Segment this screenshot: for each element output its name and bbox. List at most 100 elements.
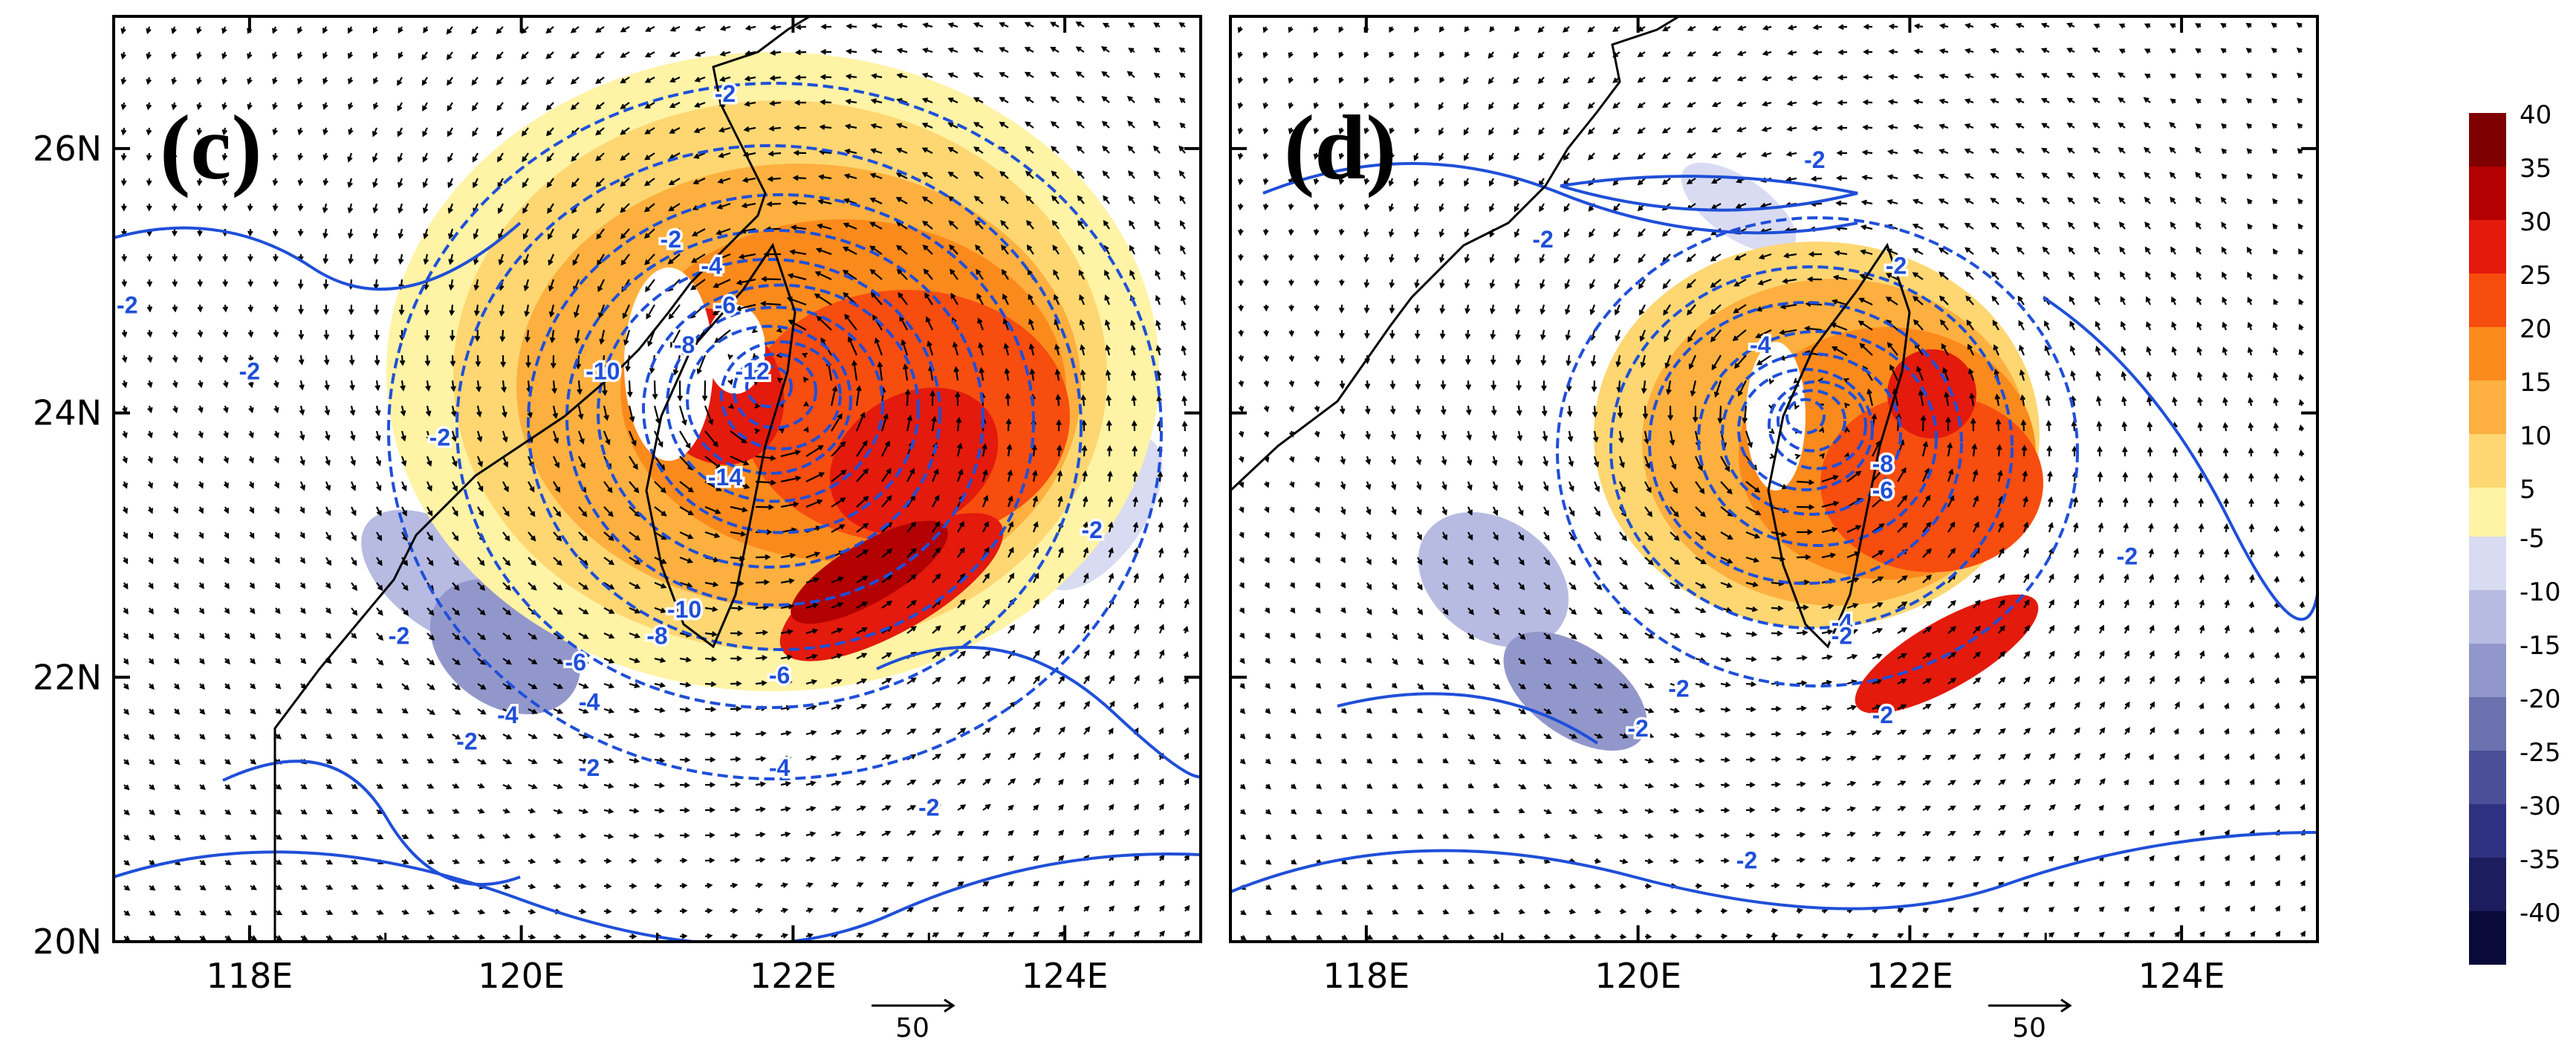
wind-vector [895,197,908,204]
wind-vector [679,832,690,838]
wind-vector [1670,808,1680,814]
wind-vector [2169,122,2176,129]
wind-vector [1846,882,1856,888]
wind-vector [2022,470,2028,482]
wind-vector [704,907,713,914]
wind-vector [921,97,933,104]
wind-vector [1004,367,1010,381]
wind-vector [1568,883,1577,890]
wind-vector [906,856,915,862]
wind-vector [372,152,378,163]
wind-vector [603,858,612,864]
wind-vector [2074,599,2080,609]
wind-vector [2144,172,2151,179]
wind-vector [1667,405,1674,421]
wind-vector [1159,879,1165,887]
wind-vector [2148,573,2155,583]
wind-vector [1313,228,1320,236]
wind-vector [730,907,739,914]
wind-vector [1787,75,1797,81]
wind-vector [1619,808,1629,815]
wind-vector [1389,329,1395,340]
wind-vector [1964,198,1974,204]
wind-vector [999,195,1009,204]
wind-vector [2249,778,2255,786]
wind-vector [502,607,512,615]
wind-vector [1133,803,1139,811]
wind-vector [397,152,403,163]
wind-vector [2148,522,2154,533]
wind-vector [1897,780,1907,786]
wind-vector [323,329,330,340]
wind-vector [426,683,435,690]
wind-vector [2273,372,2279,381]
wind-vector [932,625,941,634]
wind-vector [947,22,958,28]
wind-vector [2120,296,2126,305]
wind-vector [1540,304,1545,315]
wind-vector [1686,279,1696,289]
wind-vector [2074,650,2080,659]
wind-vector [805,653,818,660]
wind-vector [196,51,202,60]
wind-vector [629,933,637,939]
wind-vector [1670,783,1680,789]
contour-line [455,144,1083,709]
wind-vector [2274,626,2280,634]
wind-vector [351,506,357,517]
wind-vector [1939,149,1949,155]
wind-vector [1821,679,1833,686]
wind-vector [1363,178,1370,186]
wind-vector [477,783,485,789]
wind-vector [1181,395,1187,407]
colorbar-swatch [2469,434,2506,488]
wind-vector [1737,380,1747,397]
wind-vector [2092,122,2100,129]
wind-vector [2147,396,2152,407]
wind-vector [1771,605,1784,612]
wind-vector [1032,470,1038,482]
wind-vector [374,405,381,417]
wind-vector [769,50,782,56]
wind-vector [1990,198,1999,204]
wind-vector [1265,607,1271,614]
wind-vector [1026,219,1034,230]
wind-vector [654,883,663,889]
wind-vector [2092,172,2100,179]
wind-vector [1265,758,1271,765]
wind-vector [1002,317,1010,331]
vector-field [1237,22,2306,941]
wind-vector [1796,705,1807,712]
wind-vector [881,754,892,760]
wind-vector [1058,598,1064,609]
wind-vector [2221,246,2227,255]
wind-vector [224,759,231,766]
wind-vector [1998,625,2005,634]
wind-vector [1562,26,1570,33]
wind-vector [348,26,353,34]
wind-vector [1670,481,1678,494]
wind-vector [528,933,536,940]
wind-vector [1339,329,1345,339]
wind-vector [716,227,731,236]
wind-vector [2118,23,2126,29]
wind-vector [805,806,817,812]
wind-vector [924,292,933,305]
wind-vector [1644,557,1654,566]
wind-vector [1897,575,1908,583]
colorbar-swatch [2469,537,2506,590]
wind-vector [272,26,278,34]
wind-vector [1947,856,1956,862]
wind-vector [1808,251,1823,257]
wind-vector [1913,98,1924,105]
wind-vector [1389,279,1395,288]
wind-vector [376,909,384,915]
wind-vector [1033,777,1041,786]
wind-vector [2121,421,2128,432]
wind-vector [1265,910,1272,916]
wind-vector [553,531,562,542]
wind-vector [1771,531,1788,537]
vector-reference: 50 [1988,998,2072,1042]
wind-vector [1181,370,1187,381]
